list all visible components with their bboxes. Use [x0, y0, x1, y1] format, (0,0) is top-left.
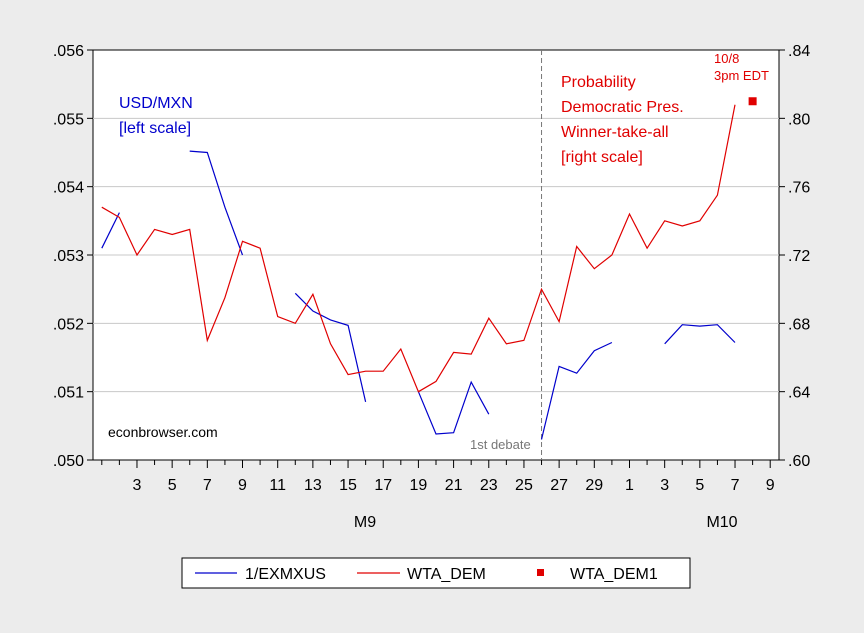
right-tick-label: .80 — [788, 111, 810, 128]
prob-label-line1: Probability — [561, 74, 636, 91]
left-tick-label: .052 — [53, 316, 84, 333]
x-tick-label: 15 — [339, 477, 357, 494]
series-line-1-exmxus — [189, 150, 244, 256]
right-tick-label: .84 — [788, 43, 810, 60]
series-line-1-exmxus — [664, 324, 736, 345]
x-axis: 3 5 7 9 11 13 15 17 19 21 23 25 27 29 1 3 5 7 9 — [101, 460, 775, 494]
left-tick-label: .054 — [53, 180, 84, 197]
legend: 1/EXMXUS WTA_DEM WTA_DEM1 — [181, 557, 691, 589]
x-tick-label: 19 — [410, 477, 428, 494]
x-tick-label: 7 — [203, 477, 212, 494]
x-tick-label: 27 — [550, 477, 568, 494]
source-label: econbrowser.com — [108, 424, 218, 440]
x-tick-label: 21 — [445, 477, 463, 494]
series-line-wta-dem — [101, 104, 736, 393]
marker-wta-dem1 — [748, 97, 757, 106]
right-axis: .60 .64 .68 .72 .76 .80 .84 — [779, 43, 810, 470]
right-tick-label: .68 — [788, 316, 810, 333]
series-line-1-exmxus — [101, 212, 120, 249]
usd-label-line1: USD/MXN — [119, 95, 193, 112]
right-tick-label: .60 — [788, 453, 810, 470]
x-tick-label: 3 — [660, 477, 669, 494]
legend-swatch-wta-dem1 — [537, 569, 544, 576]
series-layer — [101, 97, 757, 440]
x-tick-label: 5 — [695, 477, 704, 494]
x-tick-label: 25 — [515, 477, 533, 494]
x-tick-label: 7 — [731, 477, 740, 494]
x-tick-label: 9 — [766, 477, 775, 494]
legend-box — [181, 557, 691, 589]
debate-label: 1st debate — [470, 437, 531, 452]
right-tick-label: .76 — [788, 180, 810, 197]
right-tick-label: .64 — [788, 385, 810, 402]
right-tick-label: .72 — [788, 248, 810, 265]
series-line-1-exmxus — [540, 341, 613, 440]
x-tick-label: 11 — [269, 477, 286, 494]
grid — [93, 117, 779, 393]
legend-label-exmxus: 1/EXMXUS — [245, 566, 326, 583]
x-tick-label: 5 — [168, 477, 177, 494]
x-tick-label: 23 — [480, 477, 498, 494]
left-tick-label: .056 — [53, 43, 84, 60]
x-tick-label: 13 — [304, 477, 322, 494]
series-line-1-exmxus — [417, 380, 490, 435]
prob-label-line3: Winner-take-all — [561, 124, 669, 141]
usd-label-line2: [left scale] — [119, 120, 191, 137]
prob-label-line4: [right scale] — [561, 149, 643, 166]
date-label-line1: 10/8 — [714, 51, 739, 66]
legend-label-wta-dem: WTA_DEM — [407, 566, 486, 583]
x-tick-label: 29 — [585, 477, 603, 494]
left-axis: .050 .051 .052 .053 .054 .055 .056 — [53, 43, 93, 470]
x-tick-label: 9 — [238, 477, 247, 494]
left-tick-label: .053 — [53, 248, 84, 265]
period-label-m9: M9 — [354, 514, 376, 531]
left-tick-label: .055 — [53, 111, 84, 128]
left-tick-label: .051 — [53, 385, 84, 402]
legend-label-wta-dem1: WTA_DEM1 — [570, 566, 658, 583]
x-tick-label: 3 — [133, 477, 142, 494]
date-label-line2: 3pm EDT — [714, 68, 769, 83]
prob-label-line2: Democratic Pres. — [561, 99, 684, 116]
period-label-m10: M10 — [706, 514, 737, 531]
x-tick-label: 17 — [374, 477, 392, 494]
x-tick-label: 1 — [625, 477, 634, 494]
left-tick-label: .050 — [53, 453, 84, 470]
